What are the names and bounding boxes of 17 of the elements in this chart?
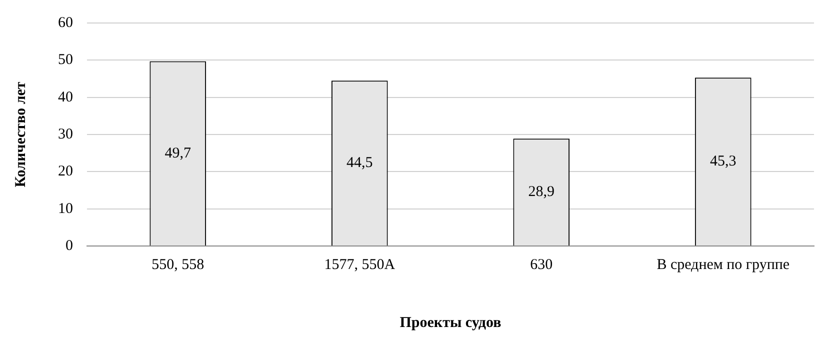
x-tick-label: 1577, 550А: [324, 256, 396, 273]
y-tick-label: 0: [66, 238, 73, 254]
data-label: 44,5: [346, 154, 373, 171]
y-tick-label: 30: [58, 126, 73, 142]
y-tick-label: 50: [58, 52, 73, 68]
y-axis-title: Количество лет: [12, 81, 29, 188]
x-axis-title: Проекты судов: [400, 314, 502, 331]
x-tick-label: 630: [530, 256, 553, 273]
data-label: 49,7: [164, 145, 192, 162]
x-tick-label: В среднем по группе: [656, 256, 790, 273]
data-label: 28,9: [528, 184, 554, 200]
y-tick-label: 10: [58, 200, 73, 217]
data-label: 45,3: [710, 154, 736, 170]
y-tick-label: 20: [58, 164, 73, 180]
x-tick-label: 550, 558: [152, 256, 204, 273]
y-tick-label: 40: [58, 89, 73, 106]
y-tick-label: 60: [58, 14, 73, 31]
